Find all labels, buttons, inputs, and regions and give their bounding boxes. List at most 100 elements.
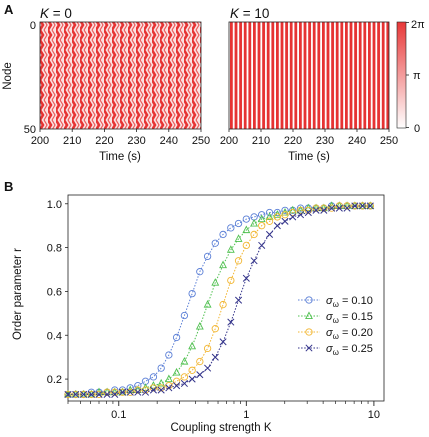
series-0-point-19 (211, 239, 219, 247)
series-2-point-9 (134, 386, 142, 394)
series-3-point-36 (343, 204, 351, 212)
series-3-point-15 (180, 379, 188, 388)
series-1-point-16 (188, 341, 197, 350)
series-3-point-31 (304, 208, 312, 217)
line-ytick-label-3: 0.8 (47, 243, 62, 255)
heatmap-left-xtick-ticklabel-5: 250 (192, 135, 210, 147)
series-3-point-6 (111, 390, 119, 398)
line-ytick-label-2: 0.6 (47, 286, 62, 298)
series-1-point-3 (87, 389, 96, 398)
series-2-point-16 (188, 366, 196, 374)
series-3-point-7 (118, 388, 127, 396)
legend-marker-2 (305, 328, 313, 336)
series-1-point-1 (71, 389, 80, 398)
series-2-point-27 (273, 213, 281, 221)
series-1-point-17 (195, 321, 204, 330)
heatmap-left-xtick-ticklabel-3: 230 (127, 135, 145, 147)
series-3-point-18 (204, 364, 212, 372)
series-0-point-23 (242, 215, 250, 223)
legend-sub-0: ω (333, 300, 339, 309)
series-3-point-1 (72, 390, 80, 398)
series-3-point-32 (312, 206, 320, 214)
series-3-point-19 (211, 353, 219, 361)
series-0-point-28 (281, 206, 289, 214)
series-1-point-39 (366, 201, 375, 209)
series-3-point-26 (265, 230, 274, 239)
series-0-point-8 (126, 384, 134, 392)
series-2-point-13 (165, 382, 173, 390)
series-1-point-13 (164, 374, 173, 383)
line-ylabel: Order parameter r (12, 248, 24, 340)
series-0-point-3 (87, 388, 96, 396)
series-2-point-37 (351, 202, 359, 210)
legend-value-3: = 0.25 (339, 343, 373, 355)
legend-sigma-1: σ (326, 311, 333, 323)
series-2-point-30 (296, 206, 305, 214)
series-1-point-38 (358, 201, 367, 209)
series-1-point-37 (350, 201, 359, 209)
heatmap-left-xticks: 200 210 220 230 240 250 (31, 129, 210, 147)
series-3-point-23 (242, 274, 250, 282)
series-0-point-15 (180, 311, 189, 320)
series-2-point-31 (304, 206, 312, 214)
series-1-point-14 (172, 367, 181, 376)
legend-value-0: = 0.10 (339, 295, 373, 307)
series-3-point-12 (157, 386, 165, 394)
heatmap-right-title: K = 10 (230, 6, 269, 21)
legend-label-1: σω = 0.15 (326, 311, 373, 325)
series-3-point-17 (196, 371, 204, 379)
legend-value-2: = 0.20 (339, 327, 373, 339)
legend-sub-2: ω (333, 332, 339, 341)
series-2-point-36 (343, 202, 351, 210)
panel-a-letter: A (4, 2, 14, 17)
heatmap-right-xtick-ticklabel-2: 220 (284, 135, 302, 147)
series-2-point-21 (227, 276, 235, 285)
series-2-point-7 (118, 388, 127, 396)
colorbar (396, 21, 407, 129)
heatmap-right-xticks: 200 210 220 230 240 250 (220, 129, 398, 147)
series-3-point-13 (165, 384, 173, 392)
line-xtick-label-2: 10 (368, 409, 380, 421)
series-3-point-22 (234, 296, 243, 304)
legend-sigma-0: σ (326, 295, 333, 307)
series-1-point-12 (157, 378, 166, 387)
series-0-point-20 (219, 230, 227, 239)
line-chart-series (64, 201, 375, 399)
series-2-point-24 (250, 230, 258, 239)
series-2-point-12 (157, 384, 165, 392)
colorbar-label-2pi: 2π (411, 19, 425, 31)
series-3-point-21 (227, 318, 235, 326)
series-2-point-17 (196, 357, 204, 366)
heatmap-right-xtick-ticklabel-3: 230 (316, 135, 334, 147)
heatmap-left-xtick-ticklabel-2: 220 (95, 135, 113, 147)
series-1-point-30 (296, 205, 305, 214)
series-0-point-27 (273, 208, 281, 217)
series-2-point-3 (87, 390, 96, 399)
series-3-point-11 (149, 386, 157, 394)
series-0-point-25 (258, 211, 266, 219)
series-2-point-26 (265, 217, 274, 225)
legend-sub-3: ω (333, 348, 339, 357)
series-3-point-33 (320, 206, 328, 214)
series-2-point-32 (312, 204, 320, 212)
series-1-line (68, 205, 371, 395)
series-3-point-39 (366, 202, 374, 210)
heatmap-left-title-k: K (40, 6, 50, 21)
series-2-point-39 (366, 202, 374, 210)
series-2-point-29 (289, 208, 297, 217)
line-xtick-label-1: 1 (243, 409, 249, 421)
series-0-point-26 (265, 208, 274, 217)
series-3-point-35 (335, 204, 343, 212)
series-3-point-3 (87, 390, 95, 398)
series-3-point-2 (80, 390, 88, 398)
series-3-point-38 (359, 202, 367, 210)
series-2-point-28 (281, 211, 289, 219)
legend-sub-1: ω (333, 316, 339, 325)
legend-marker-1 (305, 311, 313, 320)
heatmap-right-title-value: = 10 (243, 6, 270, 21)
series-3-point-34 (328, 204, 336, 212)
series-0-point-14 (172, 333, 181, 342)
series-2-point-5 (103, 388, 111, 396)
series-2-line (68, 205, 371, 395)
series-3 (64, 202, 374, 398)
